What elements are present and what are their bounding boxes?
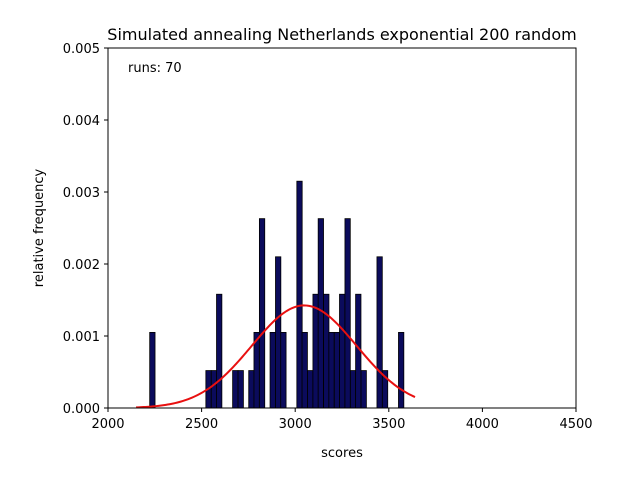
histogram-bar-4 [232,370,239,409]
histogram-bar-20 [339,293,346,409]
x-tick-label-0: 2000 [91,417,124,432]
plot-frame [107,47,577,409]
histogram-bar-5 [237,370,244,409]
x-tick-label-2: 3000 [279,417,312,432]
histogram-bar-14 [307,370,314,409]
histogram-bar-25 [376,256,383,409]
histogram-bar-9 [269,331,276,409]
histogram-bar-8 [258,218,266,409]
histogram-bar-15 [312,293,319,409]
histogram-bar-27 [398,331,405,409]
y-axis-label: relative frequency [32,169,47,288]
histogram-bar-0 [149,331,156,409]
y-tick-label-3: 0.003 [63,186,100,201]
histogram-bar-2 [210,370,218,409]
x-axis-ticks: 2000 2500 3000 3500 4000 4500 [91,408,593,432]
histogram-bar-10 [275,256,282,409]
y-axis-ticks: 0.000 0.001 0.002 0.003 0.004 0.005 [63,42,108,417]
x-axis-label: scores [321,446,363,461]
histogram-bar-16 [317,218,324,409]
histogram-bar-24 [360,370,367,409]
x-tick-label-3: 3500 [372,417,405,432]
histogram-bar-21 [344,218,351,409]
runs-annotation: runs: 70 [128,61,182,76]
x-tick-label-1: 2500 [185,417,218,432]
histogram-bar-19 [333,331,341,409]
normal-fit-layer [136,304,416,409]
histogram-bar-11 [280,331,287,409]
y-tick-label-4: 0.004 [63,114,100,129]
histogram-bar-6 [248,370,255,409]
histogram-bar-22 [349,370,357,409]
chart-title: Simulated annealing Netherlands exponent… [107,25,576,44]
y-tick-label-2: 0.002 [63,258,100,273]
x-tick-label-4: 4000 [466,417,499,432]
histogram-bar-13 [301,331,308,409]
y-tick-label-5: 0.005 [63,42,100,57]
histogram-bar-3 [216,293,223,409]
y-tick-label-1: 0.001 [63,330,100,345]
histogram-bar-12 [296,180,303,409]
histogram-bar-17 [323,293,330,409]
histogram-bars [149,180,405,409]
x-tick-label-5: 4500 [559,417,592,432]
y-tick-label-0: 0.000 [63,402,100,417]
histogram-bar-18 [328,331,335,409]
normal-fit-curve [136,304,416,409]
